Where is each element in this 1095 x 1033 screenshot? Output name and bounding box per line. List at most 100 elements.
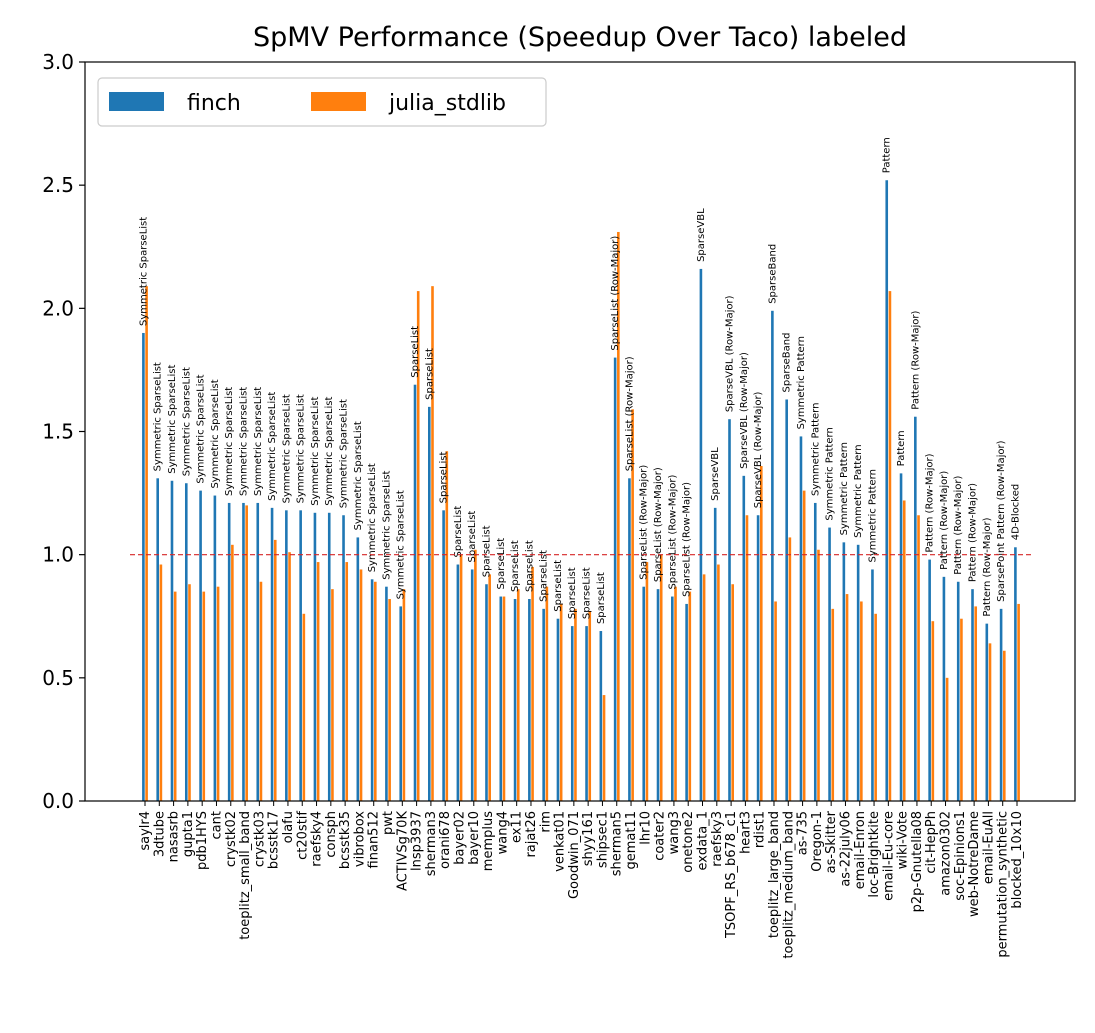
- x-tick-label-rim: rim: [538, 811, 553, 833]
- bar-julia-stdlib-saylr4: [145, 286, 148, 801]
- bar-julia-stdlib-bayer10: [474, 549, 477, 801]
- bar-julia-stdlib-exdata-1: [702, 574, 706, 801]
- x-tick-label-orani678: orani678: [438, 811, 453, 869]
- bar-finch-wang3: [671, 596, 674, 801]
- bar-label-bcsstk17: Symmetric SparseList: [267, 392, 278, 501]
- bar-finch-toeplitz-medium-band: [785, 399, 788, 801]
- bar-julia-stdlib-wiki-vote: [902, 500, 906, 801]
- bar-julia-stdlib-sherman3: [431, 286, 434, 801]
- x-tick-label-venkat01: venkat01: [553, 811, 568, 872]
- bar-finch-crystk03: [256, 502, 260, 801]
- bar-julia-stdlib-as-skitter: [831, 608, 835, 801]
- bar-finch-shyy161: [585, 626, 588, 801]
- bar-julia-stdlib-3dtube: [159, 564, 163, 801]
- bar-label-loc-brightkite: Symmetric Pattern: [867, 469, 878, 562]
- x-tick-label-bcsstk35: bcsstk35: [338, 811, 353, 869]
- bar-finch-saylr4: [142, 332, 145, 801]
- bar-julia-stdlib-raefsky3: [717, 564, 720, 801]
- x-tick-label-crystk03: crystk03: [252, 811, 267, 867]
- x-tick-label-cant: cant: [209, 811, 224, 839]
- bar-julia-stdlib-crystk03: [259, 581, 263, 801]
- bar-julia-stdlib-finan512: [374, 581, 377, 801]
- bar-julia-stdlib-raefsky4: [316, 562, 320, 801]
- y-tick-label: 1.5: [42, 420, 74, 444]
- x-tick-label-onetone2: onetone2: [681, 811, 696, 873]
- bar-label-ct20stif: Symmetric SparseList: [296, 394, 307, 503]
- bar-label-toeplitz-small-band: Symmetric SparseList: [238, 387, 249, 496]
- bar-finch-as-skitter: [828, 527, 831, 801]
- bar-label-email-euall: Pattern (Row-Major): [982, 517, 993, 616]
- x-tick-label-as-22july06: as-22july06: [838, 811, 853, 887]
- y-tick-label: 1.0: [42, 543, 74, 567]
- bar-julia-stdlib-cant: [216, 586, 220, 801]
- legend-swatch-julia-stdlib: [311, 92, 366, 111]
- bar-finch-shipsec1: [599, 631, 603, 801]
- x-tick-label-bcsstk17: bcsstk17: [267, 811, 282, 869]
- bar-label-bayer10: SparseList: [467, 511, 478, 563]
- bar-julia-stdlib-email-eu-core: [888, 291, 892, 801]
- bar-julia-stdlib-loc-brightkite: [874, 613, 877, 801]
- bar-label-consph: Symmetric SparseList: [324, 397, 335, 506]
- bar-label-lnsp3937: SparseList: [410, 326, 421, 378]
- bar-label-exdata-1: SparseVBL: [696, 208, 707, 262]
- x-tick-label-rajat26: rajat26: [524, 811, 539, 858]
- bar-julia-stdlib-as-735: [802, 490, 806, 801]
- bar-julia-stdlib-rdist1: [759, 465, 763, 801]
- bar-julia-stdlib-soc-epinions1: [960, 618, 963, 801]
- x-tick-label-coater2: coater2: [653, 811, 668, 861]
- bar-finch-lhr10: [642, 586, 646, 801]
- bar-julia-stdlib-wang4: [502, 596, 506, 801]
- bar-julia-stdlib-venkat01: [559, 603, 563, 801]
- x-tick-label-permutation-synthetic: permutation_synthetic: [996, 811, 1011, 958]
- bar-julia-stdlib-as-22july06: [845, 594, 849, 801]
- bar-finch-sherman3: [428, 406, 431, 801]
- bar-label-shyy161: SparseList: [582, 567, 593, 619]
- bar-label-web-notredame: Pattern (Row-Major): [968, 483, 979, 582]
- x-tick-label-loc-brightkite: loc-Brightkite: [867, 811, 882, 898]
- bar-label-lhr10: SparseList (Row-Major): [639, 465, 650, 580]
- bar-finch-vibrobox: [356, 537, 360, 801]
- bar-finch-activsg70k: [399, 606, 403, 801]
- bar-label-onetone2: SparseList (Row-Major): [682, 482, 693, 597]
- chart-title: SpMV Performance (Speedup Over Taco) lab…: [253, 22, 907, 53]
- bar-julia-stdlib-pwt: [388, 599, 391, 801]
- bar-finch-gemat11: [628, 478, 631, 801]
- bar-julia-stdlib-ex11: [516, 589, 520, 801]
- bar-finch-3dtube: [156, 478, 159, 801]
- bar-label-3dtube: Symmetric SparseList: [153, 362, 164, 471]
- bar-finch-pwt: [385, 586, 388, 801]
- bar-finch-crystk02: [227, 502, 231, 801]
- x-tick-label-raefsky3: raefsky3: [710, 811, 725, 867]
- bar-finch-consph: [327, 512, 331, 801]
- bar-julia-stdlib-heart3: [745, 515, 749, 801]
- bar-finch-web-notredame: [971, 589, 974, 801]
- bar-finch-memplus: [485, 584, 488, 801]
- bar-finch-rdist1: [756, 515, 760, 801]
- bar-finch-toeplitz-small-band: [242, 502, 245, 801]
- legend-label-julia-stdlib: julia_stdlib: [388, 91, 506, 116]
- bar-finch-soc-epinions1: [956, 581, 960, 801]
- x-tick-labels: saylr4 3dtube nasasrb gupta1 pdb1HYS cant crys…: [138, 810, 1025, 958]
- bar-label-bcsstk35: Symmetric SparseList: [339, 399, 350, 508]
- x-tick-label-saylr4: saylr4: [138, 811, 153, 851]
- x-tick-label-goodwin-071: Goodwin_071: [567, 811, 582, 899]
- bar-label-blocked-10x10: 4D-Blocked: [1010, 484, 1021, 541]
- bar-finch-tsopf-rs-b678-c1: [728, 419, 731, 801]
- bar-julia-stdlib-cit-hepph: [931, 621, 935, 801]
- bar-finch-exdata-1: [699, 268, 703, 801]
- bar-label-wang3: SparseList (Row-Major): [667, 475, 678, 590]
- bar-labels-layer: Symmetric SparseList Symmetric SparseList…: [138, 137, 1021, 624]
- x-tick-label-email-enron: email-Enron: [853, 811, 868, 889]
- bar-finch-permutation-synthetic: [999, 608, 1003, 801]
- x-tick-label-sherman5: sherman5: [610, 811, 625, 876]
- y-tick-label: 0.5: [42, 666, 74, 690]
- x-tick-label-3dtube: 3dtube: [152, 811, 167, 857]
- bar-label-activsg70k: Symmetric SparseList: [396, 490, 407, 599]
- x-tick-label-email-euall: email-EuAll: [981, 811, 996, 884]
- x-tick-label-wang4: wang4: [495, 811, 510, 854]
- x-tick-label-toeplitz-large-band: toeplitz_large_band: [767, 811, 782, 938]
- bar-julia-stdlib-gemat11: [631, 409, 634, 801]
- bar-julia-stdlib-email-enron: [860, 601, 863, 801]
- x-tick-label-toeplitz-small-band: toeplitz_small_band: [238, 811, 253, 940]
- x-tick-label-tsopf-rs-b678-c1: TSOPF_RS_b678_c1: [724, 811, 739, 939]
